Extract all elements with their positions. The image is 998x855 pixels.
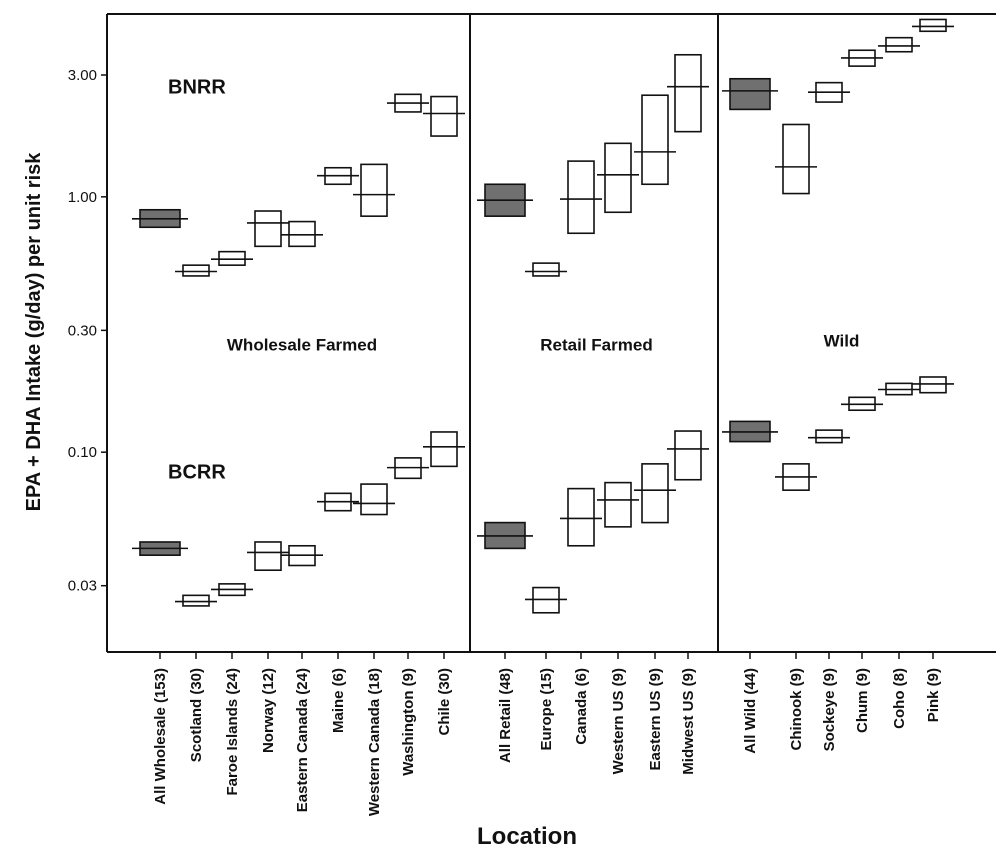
x-tick-label: All Wholesale (153) — [152, 668, 169, 805]
bcrr-box — [674, 430, 702, 481]
y-tick-label: 0.03 — [68, 578, 97, 595]
bnrr-box — [182, 264, 210, 277]
bnrr-box — [604, 142, 632, 214]
x-tick-label: Sockeye (9) — [821, 668, 838, 751]
bcrr-box — [360, 483, 388, 516]
bcrr-box — [182, 594, 210, 607]
bnrr-box — [254, 210, 282, 248]
chart-labels: Wholesale Farmed Retail Farmed Wild BNRR BCR… — [168, 77, 859, 484]
bcrr-box — [567, 487, 595, 547]
x-tick-label: Norway (12) — [260, 668, 277, 753]
bnrr-box — [885, 36, 913, 53]
bnrr-box — [532, 262, 560, 277]
bcrr-box — [919, 376, 947, 394]
bnrr-box — [641, 94, 669, 186]
group-label: Wild — [824, 332, 860, 351]
x-tick-label: Chum (9) — [854, 668, 871, 733]
bnrr-box — [567, 160, 595, 235]
x-tick-label: Europe (15) — [538, 668, 555, 751]
x-tick-label: Scotland (30) — [188, 668, 205, 762]
x-axis: All Wholesale (153) Scotland (30) Faroe Is… — [152, 652, 942, 816]
bcrr-box — [254, 541, 282, 572]
bcrr-box — [641, 463, 669, 524]
x-tick-label: Coho (8) — [891, 668, 908, 729]
x-tick-label: Pink (9) — [925, 668, 942, 722]
metric-label: BNRR — [168, 77, 226, 99]
bnrr-box — [360, 163, 388, 217]
x-tick-label: Chinook (9) — [788, 668, 805, 751]
metric-label: BCRR — [168, 462, 226, 484]
x-tick-label: Western US (9) — [610, 668, 627, 774]
x-tick-label: Eastern Canada (24) — [294, 668, 311, 812]
bcrr-box — [430, 431, 458, 468]
bnrr-box — [919, 18, 947, 33]
x-tick-label: Midwest US (9) — [680, 668, 697, 775]
x-tick-label: Maine (6) — [330, 668, 347, 733]
bcrr-box — [604, 481, 632, 528]
bnrr-box — [674, 53, 702, 133]
group-dividers — [469, 14, 719, 652]
bnrr-box — [729, 77, 771, 111]
y-tick-label: 0.10 — [68, 444, 97, 461]
x-tick-label: Washington (9) — [400, 668, 417, 776]
x-tick-label: Eastern US (9) — [647, 668, 664, 771]
plot-frame — [106, 13, 996, 653]
y-axis-title: EPA + DHA Intake (g/day) per unit risk — [23, 152, 45, 512]
bnrr-box — [782, 123, 810, 195]
x-tick-label: Chile (30) — [436, 668, 453, 736]
y-tick-label: 0.30 — [68, 322, 97, 339]
y-tick-label: 1.00 — [68, 189, 97, 206]
bcrr-box — [815, 429, 843, 444]
x-tick-label: All Retail (48) — [497, 668, 514, 763]
x-tick-label: Western Canada (18) — [366, 668, 383, 816]
x-tick-label: Canada (6) — [573, 668, 590, 745]
box-marks — [132, 18, 954, 614]
x-axis-title: Location — [477, 823, 577, 850]
bnrr-box — [430, 95, 458, 137]
y-tick-label: 3.00 — [68, 67, 97, 84]
group-label: Wholesale Farmed — [227, 335, 377, 354]
y-axis: 0.03 0.10 0.30 1.00 3.00 — [68, 67, 107, 595]
bnrr-box — [288, 220, 316, 248]
group-label: Retail Farmed — [540, 335, 652, 354]
x-tick-label: All Wild (44) — [742, 668, 759, 754]
x-tick-label: Faroe Islands (24) — [224, 668, 241, 796]
